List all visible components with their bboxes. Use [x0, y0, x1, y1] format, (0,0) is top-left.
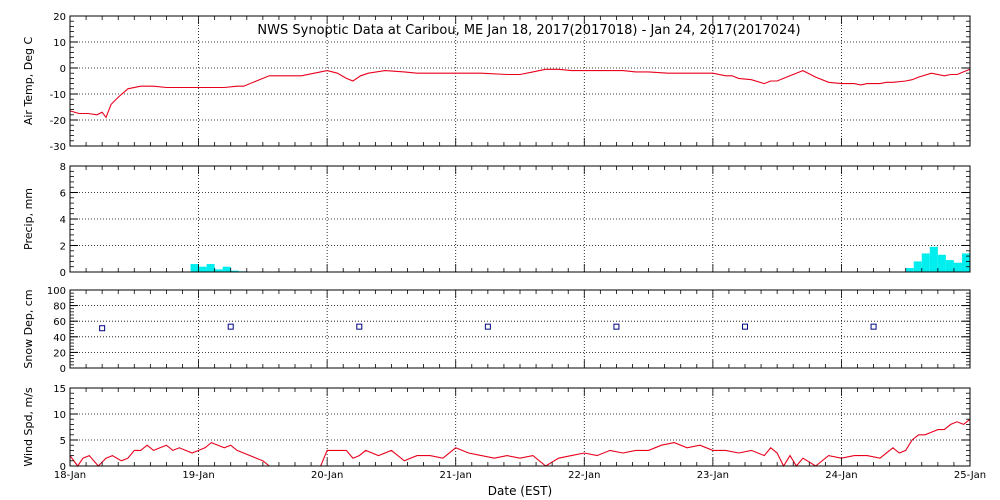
x-tick-label: 18-Jan	[54, 470, 86, 481]
y-tick-label: 60	[53, 317, 66, 328]
precip-bar	[953, 262, 962, 272]
x-tick-label: 22-Jan	[568, 470, 600, 481]
y-tick-label: 2	[60, 242, 66, 253]
y-tick-label: -10	[50, 90, 66, 101]
y-tick-label: 20	[53, 12, 66, 23]
precip-bar	[198, 266, 207, 272]
chart-title: NWS Synoptic Data at Caribou, ME Jan 18,…	[257, 23, 800, 38]
y-tick-label: 4	[60, 215, 66, 226]
precip-bar	[945, 260, 954, 272]
precip-bar	[230, 270, 239, 272]
y-tick-label: 5	[60, 436, 66, 447]
panel-wind-speed: 0 5 10 15 Wind Spd, m/s 18-Jan 19-Jan 20-Jan 21-…	[22, 384, 986, 481]
y-tick-label: 15	[53, 384, 66, 395]
y-tick-label: 8	[60, 162, 66, 173]
precip-bar	[913, 261, 922, 272]
y-tick-label: 20	[53, 348, 66, 359]
precip-bar	[206, 264, 215, 272]
x-tick-label: 24-Jan	[825, 470, 857, 481]
y-tick-label: 0	[60, 462, 66, 473]
precip-bar	[961, 253, 970, 272]
x-tick-label: 20-Jan	[311, 470, 343, 481]
precip-bar	[937, 254, 946, 272]
wind-speed-y-axis-label: Wind Spd, m/s	[22, 387, 35, 467]
x-tick-label: 23-Jan	[697, 470, 729, 481]
snow-depth-point	[99, 325, 106, 332]
y-tick-label: 40	[53, 333, 66, 344]
panel-air-temp: -30 -20 -10 0 10 20 Air Temp, Deg C	[22, 12, 971, 153]
air-temp-line	[69, 68, 971, 119]
wind-speed-line	[69, 418, 971, 468]
snow-depth-point	[613, 323, 620, 330]
y-tick-label: -20	[50, 116, 66, 127]
x-tick-label: 25-Jan	[954, 470, 986, 481]
precip-bar	[190, 264, 199, 272]
precip-bar	[222, 266, 231, 272]
snow-depth-point	[870, 323, 877, 330]
y-tick-label: 0	[60, 364, 66, 375]
x-axis-label: Date (EST)	[488, 484, 552, 498]
y-tick-label: 10	[53, 38, 66, 49]
y-tick-label: 10	[53, 410, 66, 421]
precip-bar	[214, 269, 223, 272]
panel-precip: 0 2 4 6 8 Precip, mm	[22, 162, 971, 279]
y-tick-label: 80	[53, 302, 66, 313]
chart-panels: -30 -20 -10 0 10 20 Air Temp, Deg C 0 2 4 6 8 Precip…	[22, 12, 986, 481]
snow-depth-point	[227, 323, 234, 330]
snow-depth-y-axis-label: Snow Dep, cm	[22, 289, 35, 368]
precip-y-axis-label: Precip, mm	[22, 188, 35, 250]
snow-depth-point	[742, 323, 748, 330]
snow-depth-point	[484, 323, 491, 330]
panel-snow-depth: 0 20 40 60 80 100 Snow Dep, cm	[22, 286, 971, 375]
snow-depth-point	[356, 323, 363, 330]
precip-bar	[921, 253, 930, 272]
y-tick-label: 0	[60, 268, 66, 279]
y-tick-label: 0	[60, 64, 66, 75]
precip-bar	[905, 268, 914, 272]
x-tick-label: 19-Jan	[182, 470, 214, 481]
x-tick-label: 21-Jan	[440, 470, 472, 481]
y-tick-label: 6	[60, 189, 66, 200]
y-tick-label: 100	[47, 286, 66, 297]
air-temp-y-axis-label: Air Temp, Deg C	[22, 37, 35, 126]
precip-bar	[929, 246, 938, 272]
y-tick-label: -30	[50, 142, 66, 153]
